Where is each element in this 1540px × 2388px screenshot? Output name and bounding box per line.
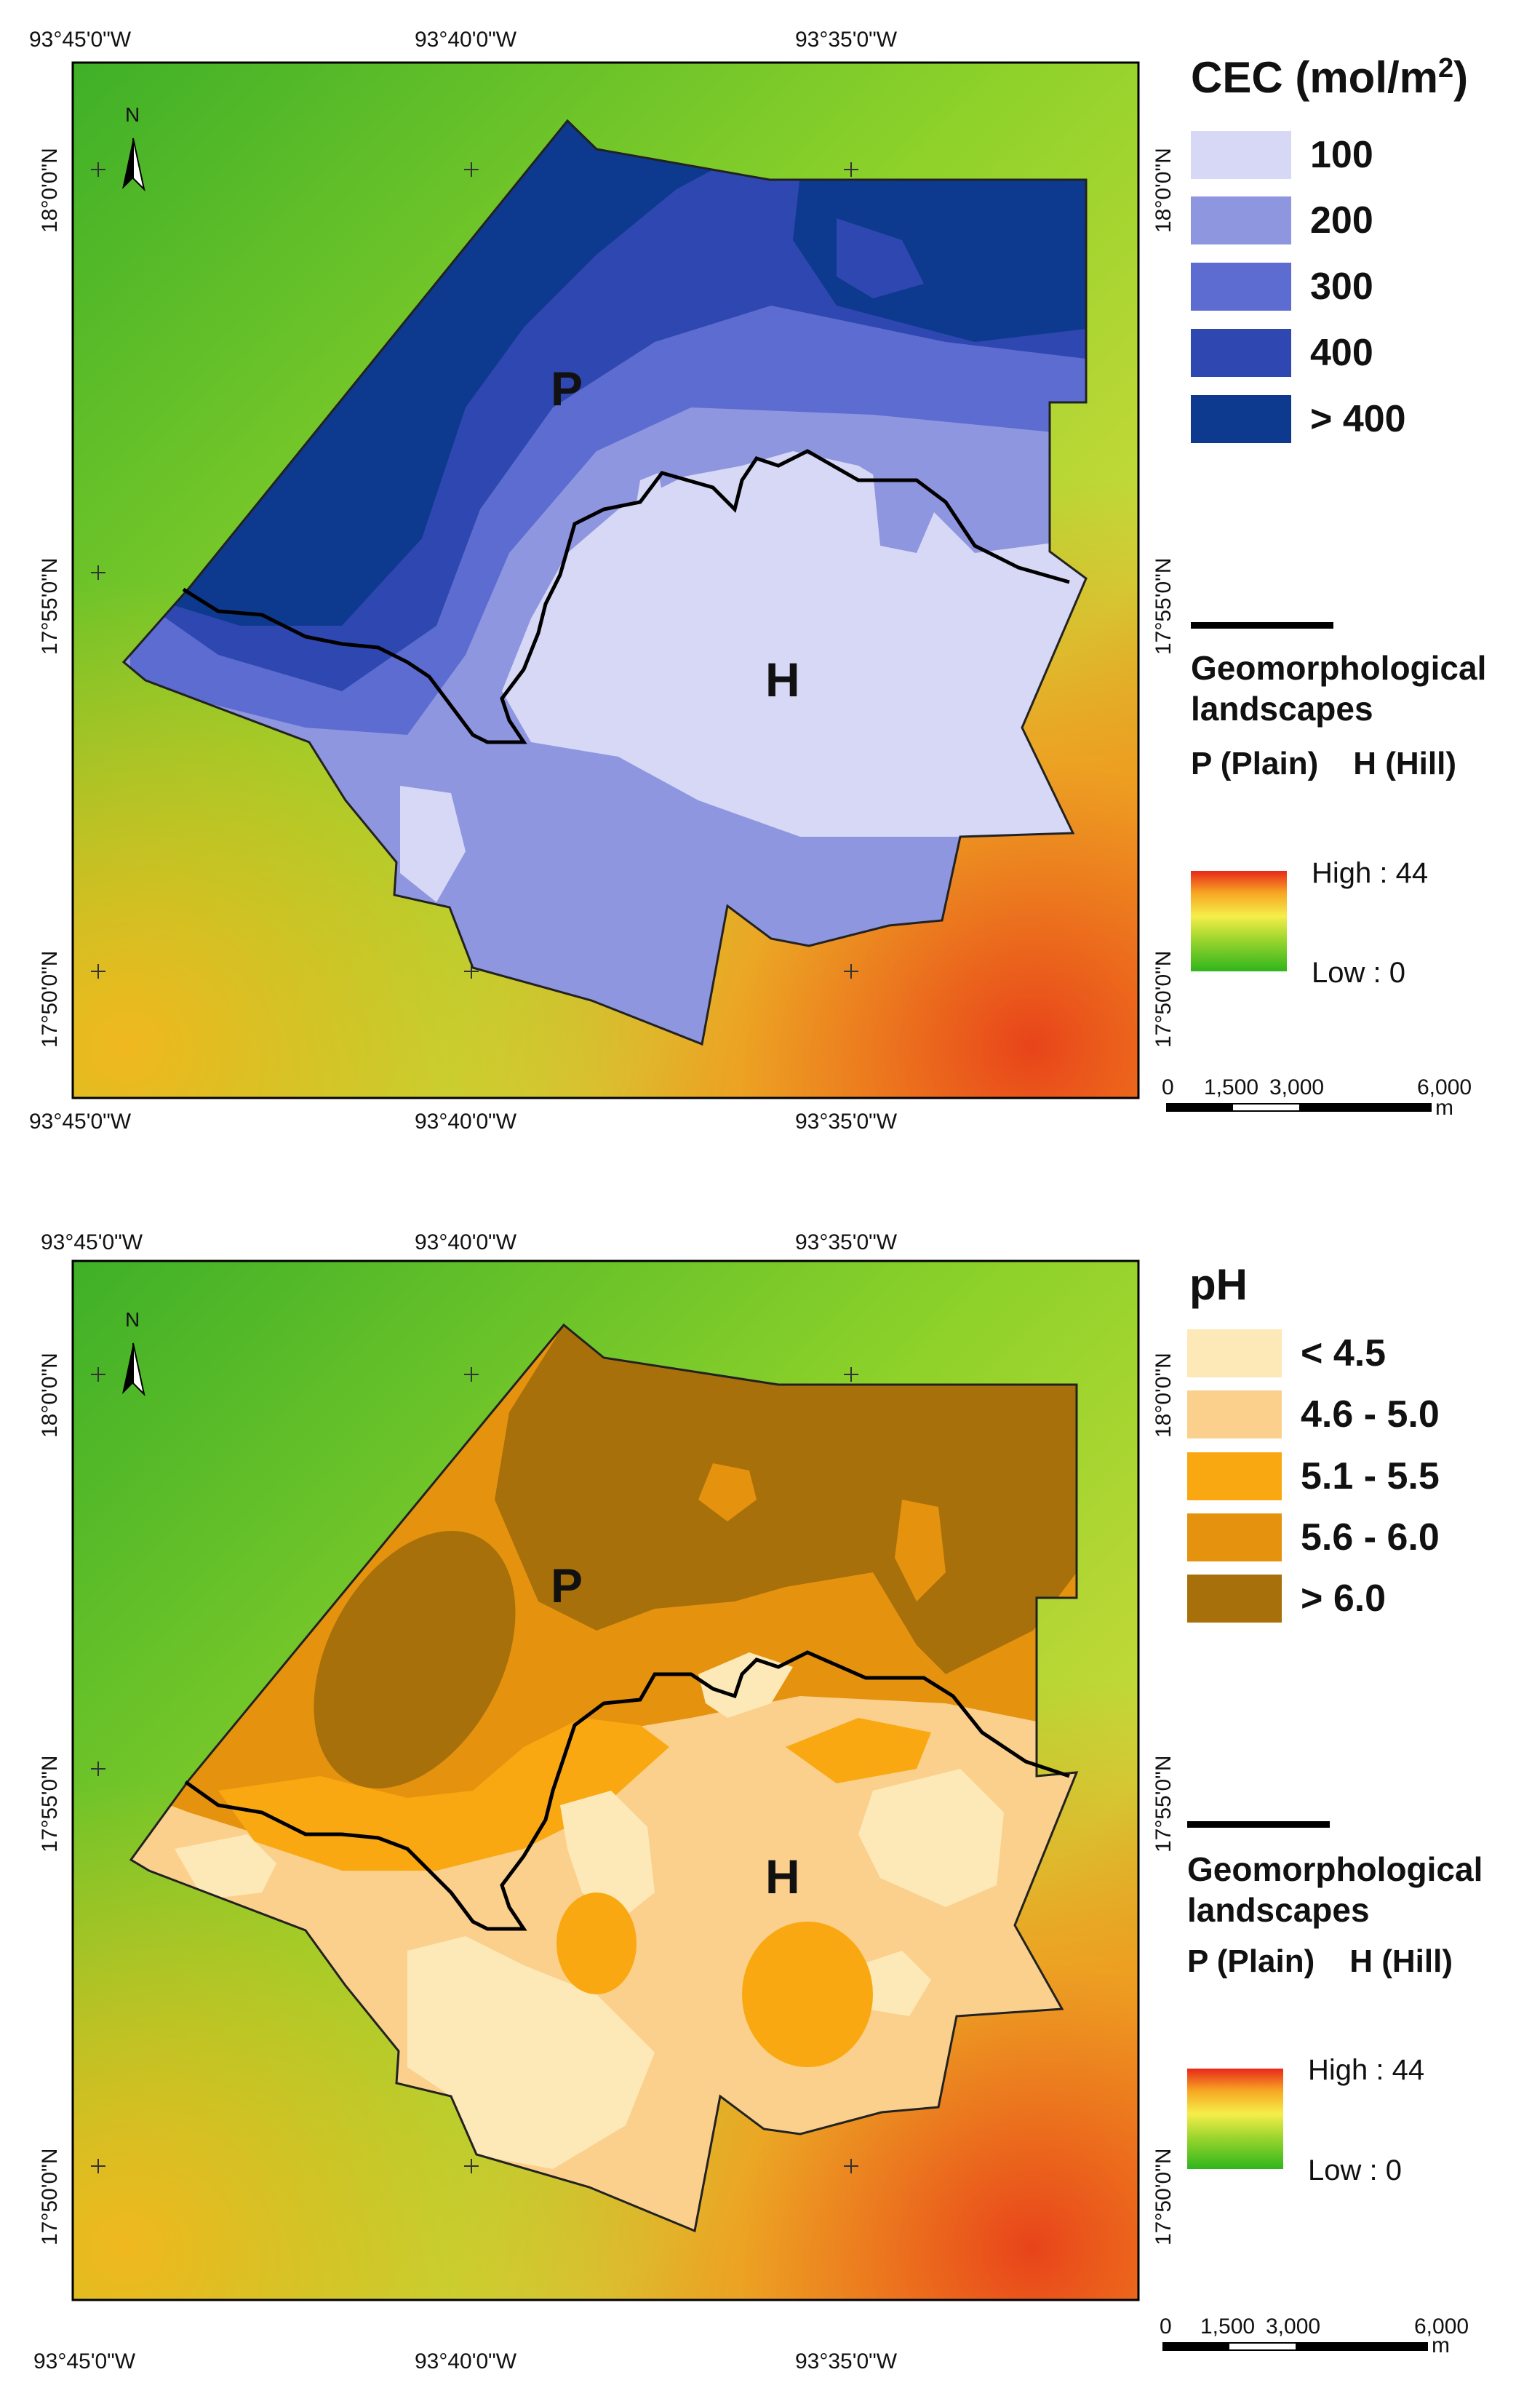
ph-geo-codes: P (Plain) H (Hill) <box>1187 1943 1453 1979</box>
cec-top-lon-1: 93°45'0"W <box>29 28 132 52</box>
ph-scale-1: 1,500 <box>1200 2315 1256 2339</box>
cec-legend-class-2: 200 <box>1191 196 1373 244</box>
ph-scale-2: 3,000 <box>1266 2315 1321 2339</box>
cec-map-panel: N P H 93°45'0"W 93°40'0"W 93°35'0"W 93°4… <box>29 28 1487 1134</box>
cec-left-lat-1: 18°0'0"N <box>38 148 62 233</box>
ph-geomorph-boundary <box>184 1650 1070 1931</box>
ph-left-lat-2: 17°55'0"N <box>38 1755 62 1852</box>
ph-scale-bar <box>1162 2342 1428 2351</box>
cec-right-lat-2: 17°55'0"N <box>1152 557 1176 655</box>
ph-bottom-lon-1: 93°45'0"W <box>33 2349 136 2373</box>
cec-top-lon-2: 93°40'0"W <box>415 28 517 52</box>
ph-right-lat-2: 17°55'0"N <box>1152 1755 1176 1852</box>
cec-north-label: N <box>125 103 140 126</box>
cec-map-frame <box>71 61 1140 1099</box>
ph-elevation-high: High : 44 <box>1308 2054 1425 2086</box>
cec-scale-unit: m <box>1435 1096 1453 1120</box>
cec-map-canvas <box>71 61 1140 1099</box>
cec-left-lat-3: 17°50'0"N <box>38 950 62 1048</box>
cec-study-area-outline <box>121 119 1088 1046</box>
ph-bottom-lon-3: 93°35'0"W <box>795 2349 898 2373</box>
cec-bottom-lon-3: 93°35'0"W <box>795 1110 898 1134</box>
ph-study-area-outline <box>129 1323 1079 2233</box>
ph-scale-unit: m <box>1432 2333 1450 2357</box>
cec-legend-class-5: > 400 <box>1191 395 1406 443</box>
cec-scale-3: 6,000 <box>1417 1075 1472 1099</box>
ph-north-arrow-icon <box>122 1342 145 1397</box>
ph-plain-label: P <box>551 1559 583 1612</box>
cec-scale-bar <box>1166 1103 1432 1112</box>
cec-bottom-lon-1: 93°45'0"W <box>29 1110 132 1134</box>
cec-legend-class-4: 400 <box>1191 329 1373 377</box>
cec-scale-0: 0 <box>1162 1075 1174 1099</box>
cec-legend-title: CEC (mol/m2) <box>1191 53 1469 102</box>
cec-bottom-lon-2: 93°40'0"W <box>415 1110 517 1134</box>
ph-left-lat-3: 17°50'0"N <box>38 2148 62 2245</box>
cec-scale-1: 1,500 <box>1204 1075 1259 1099</box>
ph-map-frame <box>71 1259 1140 2301</box>
cec-boundary-legend-line <box>1191 622 1333 629</box>
ph-hill-label: H <box>765 1850 800 1903</box>
ph-legend-class-5: > 6.0 <box>1187 1575 1386 1623</box>
cec-right-lat-1: 18°0'0"N <box>1152 148 1176 233</box>
cec-left-lat-2: 17°55'0"N <box>38 557 62 655</box>
ph-legend-class-1: < 4.5 <box>1187 1329 1386 1377</box>
cec-north-arrow-icon <box>122 138 145 192</box>
cec-scale-2: 3,000 <box>1269 1075 1325 1099</box>
ph-legend-title: pH <box>1189 1260 1248 1309</box>
ph-map-panel: N P H 93°45'0"W 93°40'0"W 93°35'0"W 93°4… <box>0 1194 1540 2388</box>
ph-scale-3: 6,000 <box>1414 2315 1469 2339</box>
ph-top-lon-2: 93°40'0"W <box>415 1230 517 1254</box>
cec-legend-class-1: 100 <box>1191 131 1373 179</box>
cec-right-lat-3: 17°50'0"N <box>1152 950 1176 1048</box>
ph-legend-class-4: 5.6 - 6.0 <box>1187 1513 1440 1561</box>
cec-geo-title: Geomorphological landscapes <box>1191 649 1487 728</box>
ph-elevation-low: Low : 0 <box>1308 2154 1402 2186</box>
ph-top-lon-3: 93°35'0"W <box>795 1230 898 1254</box>
cec-elevation-low: Low : 0 <box>1312 957 1405 989</box>
cec-hill-label: H <box>765 653 800 707</box>
ph-boundary-legend-line <box>1187 1821 1330 1828</box>
ph-bottom-lon-2: 93°40'0"W <box>415 2349 517 2373</box>
ph-top-lon-1: 93°45'0"W <box>41 1230 143 1254</box>
ph-legend-class-3: 5.1 - 5.5 <box>1187 1452 1440 1500</box>
ph-right-lat-3: 17°50'0"N <box>1152 2148 1176 2245</box>
ph-left-lat-1: 18°0'0"N <box>38 1353 62 1438</box>
cec-elevation-ramp <box>1191 871 1287 971</box>
ph-elevation-ramp <box>1187 2069 1283 2169</box>
cec-elevation-high: High : 44 <box>1312 857 1429 889</box>
cec-geo-codes: P (Plain) H (Hill) <box>1191 746 1456 781</box>
ph-legend-class-2: 4.6 - 5.0 <box>1187 1390 1440 1438</box>
cec-top-lon-3: 93°35'0"W <box>795 28 898 52</box>
cec-geomorph-boundary <box>182 449 1070 744</box>
cec-legend-class-3: 300 <box>1191 263 1373 311</box>
ph-map-canvas <box>71 1259 1140 2301</box>
ph-right-lat-1: 18°0'0"N <box>1152 1353 1176 1438</box>
cec-plain-label: P <box>551 362 583 415</box>
ph-geo-title: Geomorphological landscapes <box>1187 1850 1483 1929</box>
ph-north-label: N <box>125 1308 140 1331</box>
ph-scale-0: 0 <box>1160 2315 1172 2339</box>
